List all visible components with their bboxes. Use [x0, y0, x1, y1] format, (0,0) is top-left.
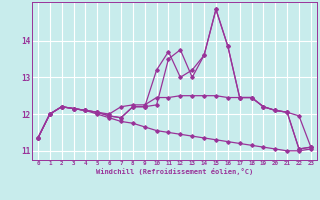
X-axis label: Windchill (Refroidissement éolien,°C): Windchill (Refroidissement éolien,°C) — [96, 168, 253, 175]
